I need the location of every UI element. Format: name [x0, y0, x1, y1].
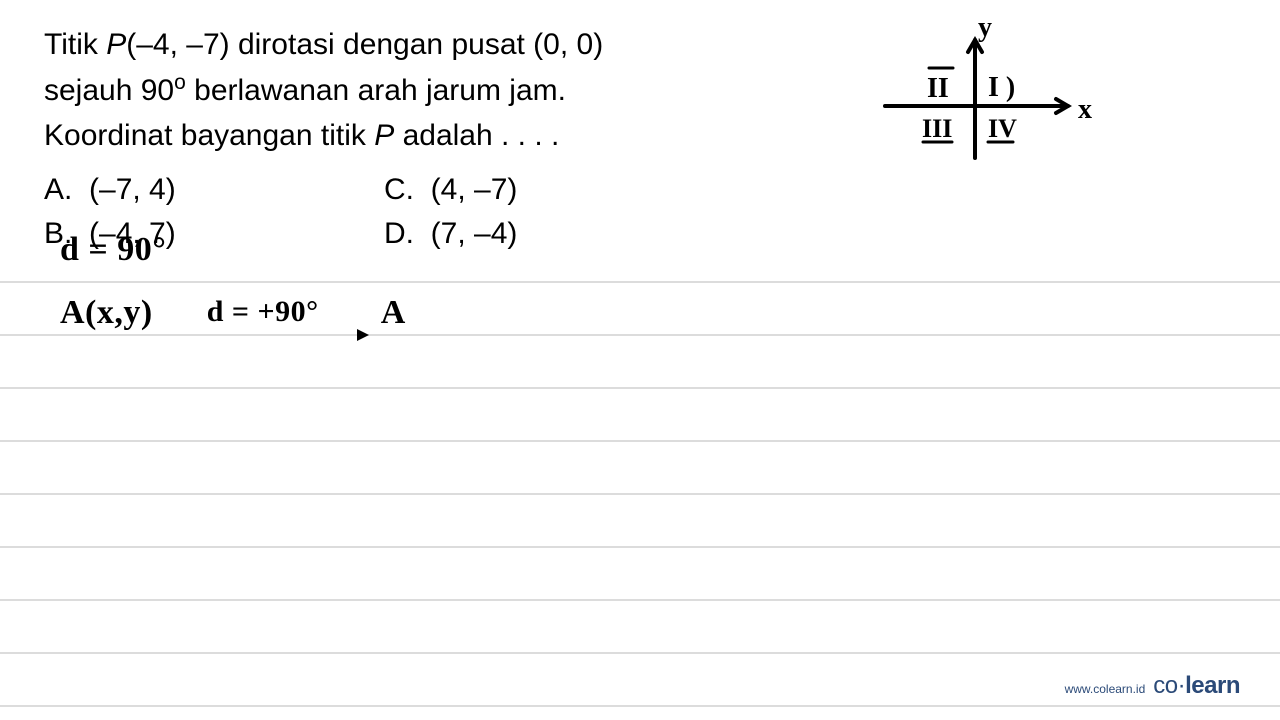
- point-label: P: [374, 119, 394, 152]
- point-coords: (–4, –7): [126, 28, 229, 61]
- q-text: adalah . . . .: [394, 119, 559, 152]
- option-c: C. (4, –7): [384, 168, 684, 212]
- paper-line: [0, 389, 1280, 442]
- quadrant-diagram: y x I ) II III IV: [850, 18, 1130, 198]
- q-text: Titik: [44, 28, 106, 61]
- logo-dot: ·: [1178, 672, 1186, 699]
- q-text: dirotasi dengan pusat (0, 0): [230, 28, 604, 61]
- x-label: x: [1078, 94, 1092, 125]
- arrow-head-icon: [357, 329, 369, 341]
- y-label: y: [978, 18, 992, 43]
- transform-right: A: [381, 294, 406, 332]
- quadrant-2: II: [927, 73, 949, 104]
- option-label: A.: [44, 173, 72, 206]
- handwriting-transform: A(x,y) d = +90° A: [60, 294, 406, 332]
- quadrant-1: I ): [988, 72, 1015, 103]
- paper-line: [0, 442, 1280, 495]
- q-text: Koordinat bayangan titik: [44, 119, 374, 152]
- quadrant-3: III: [922, 114, 952, 143]
- option-value: (4, –7): [431, 173, 518, 206]
- handwriting-alpha: d = 90°: [60, 231, 166, 269]
- transform-left: A(x,y): [60, 294, 153, 332]
- footer-url: www.colearn.id: [1065, 682, 1146, 696]
- degree-symbol: o: [174, 71, 186, 94]
- footer: www.colearn.id co·learn: [1065, 672, 1240, 700]
- paper-line: [0, 548, 1280, 601]
- paper-line: [0, 495, 1280, 548]
- option-value: (–7, 4): [89, 173, 176, 206]
- logo-prefix: co: [1153, 672, 1177, 699]
- page-container: Titik P(–4, –7) dirotasi dengan pusat (0…: [0, 0, 1280, 720]
- quadrant-4: IV: [988, 114, 1017, 143]
- arrow-label: d = +90°: [207, 295, 319, 329]
- point-label: P: [106, 28, 126, 61]
- footer-logo: co·learn: [1153, 672, 1240, 700]
- q-text: berlawanan arah jarum jam.: [186, 74, 566, 107]
- option-label: C.: [384, 173, 414, 206]
- paper-line: [0, 336, 1280, 389]
- q-text: sejauh 90: [44, 74, 174, 107]
- paper-line: [0, 230, 1280, 283]
- paper-line: [0, 601, 1280, 654]
- logo-suffix: learn: [1185, 672, 1240, 699]
- option-a: A. (–7, 4): [44, 168, 384, 212]
